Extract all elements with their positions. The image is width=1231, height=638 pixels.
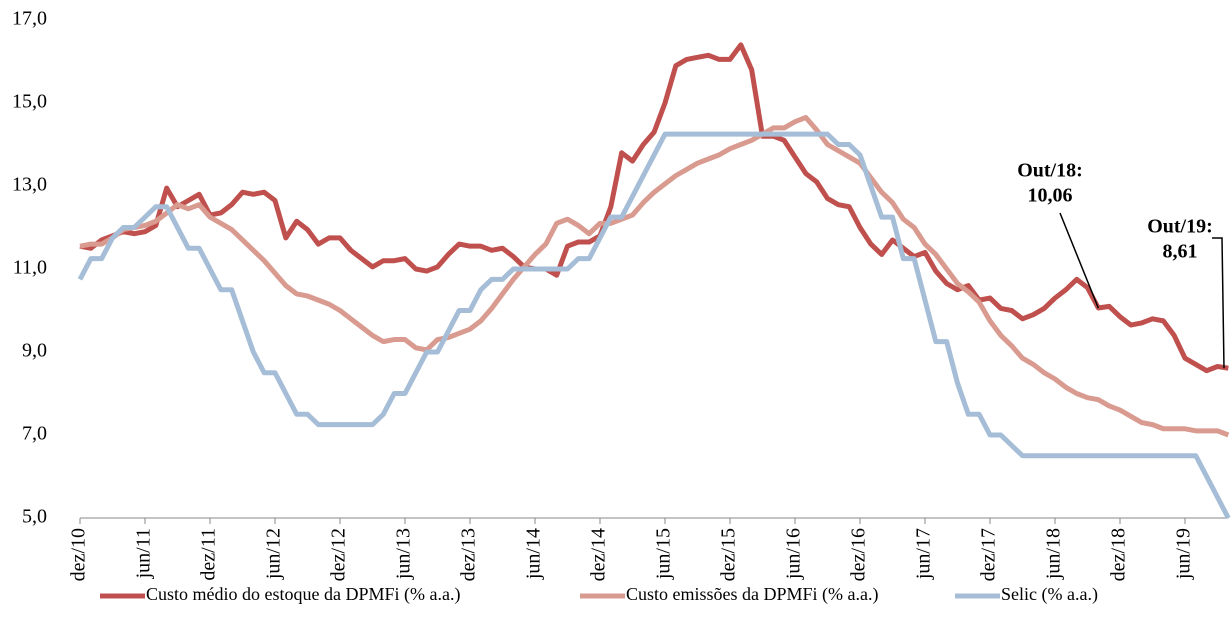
legend-label: Selic (% a.a.) <box>1001 584 1098 605</box>
y-tick-label: 11,0 <box>13 257 47 279</box>
x-tick-label: dez/13 <box>458 528 480 581</box>
x-tick-label: dez/18 <box>1108 528 1130 581</box>
series-line <box>77 131 1231 520</box>
y-tick-label: 9,0 <box>22 340 47 362</box>
x-tick-label: jun/19 <box>1173 528 1195 580</box>
x-tick-label: jun/18 <box>1043 528 1065 580</box>
x-tick-label: dez/17 <box>978 528 1000 581</box>
x-tick-label: jun/16 <box>783 528 805 580</box>
x-tick-label: dez/16 <box>848 528 870 581</box>
annotation: 10,06 <box>1028 185 1073 207</box>
x-tick-label: dez/12 <box>328 528 350 581</box>
legend-label: Custo emissões da DPMFi (% a.a.) <box>626 584 878 605</box>
x-tick-label: jun/14 <box>523 528 545 580</box>
y-tick-label: 17,0 <box>12 8 47 30</box>
annotation-leader <box>1212 237 1225 369</box>
y-tick-label: 15,0 <box>12 91 47 113</box>
y-tick-label: 13,0 <box>12 174 47 196</box>
x-tick-label: dez/14 <box>588 528 610 581</box>
x-tick-label: dez/10 <box>68 528 90 581</box>
x-tick-label: jun/15 <box>653 528 675 580</box>
x-tick-label: jun/12 <box>263 528 285 580</box>
annotation: Out/19: <box>1147 216 1213 238</box>
x-tick-label: jun/17 <box>913 528 935 580</box>
annotation: 8,61 <box>1163 241 1198 263</box>
x-tick-label: dez/11 <box>198 528 220 581</box>
annotation: Out/18: <box>1017 160 1083 182</box>
annotation-leader <box>1059 212 1100 309</box>
y-tick-label: 5,0 <box>22 506 47 528</box>
series-line <box>79 115 1230 438</box>
y-tick-label: 7,0 <box>22 423 47 445</box>
legend-label: Custo médio do estoque da DPMFi (% a.a.) <box>146 584 460 605</box>
series-line <box>79 42 1229 374</box>
x-tick-label: jun/11 <box>133 528 155 579</box>
x-tick-label: jun/13 <box>393 528 415 580</box>
x-tick-label: dez/15 <box>718 528 740 581</box>
